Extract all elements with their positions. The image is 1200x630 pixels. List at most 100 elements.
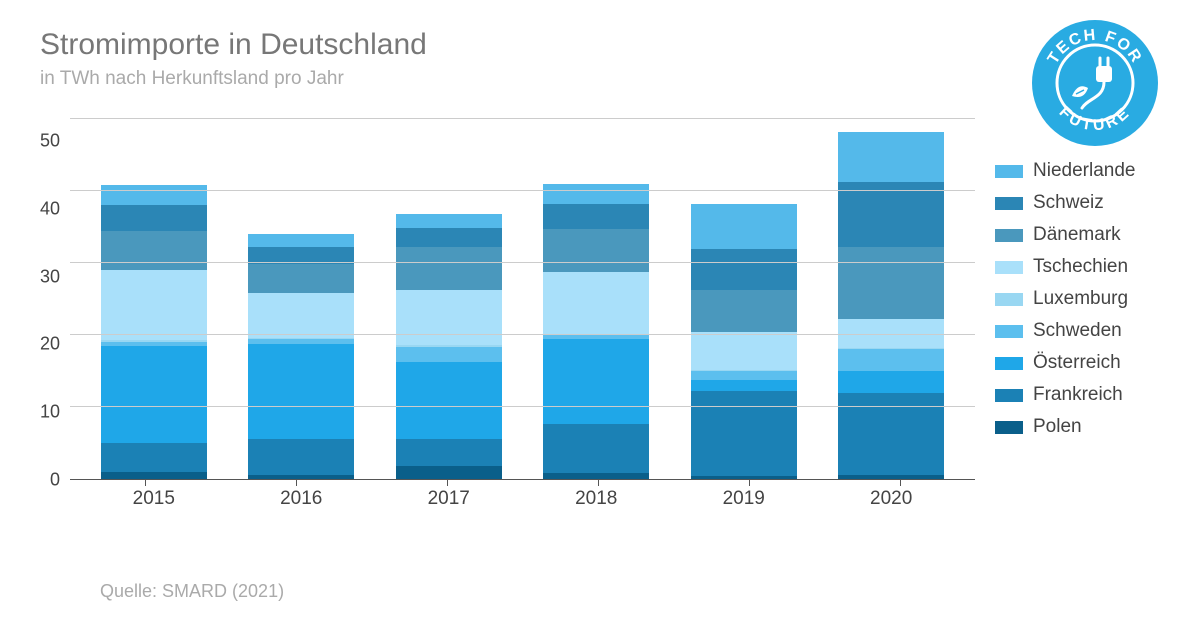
bar-segment: [396, 228, 502, 247]
legend-swatch: [995, 325, 1023, 338]
bar-segment: [396, 247, 502, 290]
bar-segment: [691, 371, 797, 380]
legend-item: Niederlande: [995, 160, 1160, 182]
grid-line: [70, 190, 975, 191]
y-tick-label: 40: [40, 198, 60, 219]
y-axis: 50403020100: [40, 120, 70, 480]
legend-swatch: [995, 357, 1023, 370]
bar-segment: [838, 371, 944, 393]
bar-segment: [101, 472, 207, 479]
y-tick-label: 30: [40, 266, 60, 287]
legend-label: Tschechien: [1033, 256, 1128, 278]
x-tick: [598, 479, 599, 486]
legend-item: Dänemark: [995, 224, 1160, 246]
legend-label: Niederlande: [1033, 160, 1135, 182]
legend-label: Österreich: [1033, 352, 1121, 374]
plot-wrap: 201520162017201820192020: [70, 120, 975, 540]
legend-item: Luxemburg: [995, 288, 1160, 310]
legend-swatch: [995, 293, 1023, 306]
chart-area: 50 40 30 20 10 0 201520162017201820192020 Nie…: [40, 120, 1160, 540]
bar-segment: [691, 204, 797, 249]
x-tick: [900, 479, 901, 486]
bar-segment: [838, 475, 944, 479]
legend-item: Polen: [995, 416, 1160, 438]
x-tick: [296, 479, 297, 486]
x-tick-label: 2016: [228, 488, 375, 510]
legend-swatch: [995, 261, 1023, 274]
legend-item: Schweden: [995, 320, 1160, 342]
bars-group: [70, 120, 975, 479]
bar-segment: [543, 473, 649, 479]
bar-segment: [248, 475, 354, 479]
bar-segment: [543, 229, 649, 272]
legend-label: Frankreich: [1033, 384, 1123, 406]
tech-for-future-logo: TECH FOR FUTURE: [1030, 18, 1160, 148]
legend-label: Polen: [1033, 416, 1082, 438]
bar-column: [396, 214, 502, 479]
y-tick-label: 20: [40, 334, 60, 355]
legend-swatch: [995, 229, 1023, 242]
bar-segment: [543, 204, 649, 228]
bar-segment: [543, 272, 649, 334]
y-tick-label: 50: [40, 131, 60, 152]
legend-item: Frankreich: [995, 384, 1160, 406]
legend-swatch: [995, 197, 1023, 210]
bar-segment: [543, 424, 649, 473]
bar-segment: [101, 346, 207, 443]
bar-column: [838, 132, 944, 479]
legend-item: Tschechien: [995, 256, 1160, 278]
bar-segment: [248, 264, 354, 293]
bar-segment: [838, 349, 944, 371]
chart-title: Stromimporte in Deutschland: [40, 28, 1160, 62]
bar-segment: [248, 344, 354, 439]
legend-label: Schweiz: [1033, 192, 1104, 214]
bar-segment: [543, 184, 649, 204]
bar-segment: [101, 231, 207, 270]
x-tick-label: 2015: [80, 488, 227, 510]
legend-item: Schweiz: [995, 192, 1160, 214]
bar-segment: [838, 132, 944, 182]
grid-line: [70, 118, 975, 119]
bar-segment: [248, 234, 354, 247]
bar-segment: [396, 290, 502, 345]
bar-segment: [691, 332, 797, 369]
legend-label: Luxemburg: [1033, 288, 1128, 310]
x-tick-label: 2019: [670, 488, 817, 510]
y-tick-label: 0: [50, 469, 60, 490]
bar-segment: [691, 290, 797, 332]
x-tick: [447, 479, 448, 486]
bar-column: [543, 184, 649, 479]
legend-swatch: [995, 421, 1023, 434]
legend-swatch: [995, 165, 1023, 178]
bar-column: [101, 185, 207, 479]
legend-swatch: [995, 389, 1023, 402]
legend-label: Dänemark: [1033, 224, 1121, 246]
legend: Niederlande Schweiz Dänemark Tschechien Luxe…: [975, 120, 1160, 540]
bar-segment: [691, 476, 797, 479]
bar-column: [248, 234, 354, 479]
bar-segment: [248, 293, 354, 338]
bar-segment: [101, 185, 207, 205]
x-axis: 201520162017201820192020: [70, 480, 975, 510]
bar-segment: [838, 247, 944, 319]
bar-segment: [691, 391, 797, 476]
bar-segment: [396, 466, 502, 479]
grid-line: [70, 406, 975, 407]
x-tick-label: 2018: [522, 488, 669, 510]
x-tick: [145, 479, 146, 486]
bar-segment: [101, 205, 207, 230]
source-text: Quelle: SMARD (2021): [100, 581, 284, 602]
bar-segment: [396, 362, 502, 438]
plot: [70, 120, 975, 480]
bar-segment: [396, 347, 502, 363]
logo-badge: TECH FOR FUTURE: [1030, 18, 1160, 148]
chart-container: Stromimporte in Deutschland in TWh nach …: [0, 0, 1200, 630]
bar-column: [691, 204, 797, 479]
bar-segment: [396, 439, 502, 466]
bar-segment: [543, 339, 649, 424]
grid-line: [70, 262, 975, 263]
x-tick: [749, 479, 750, 486]
bar-segment: [101, 443, 207, 472]
y-tick-label: 10: [40, 402, 60, 423]
bar-segment: [838, 182, 944, 247]
